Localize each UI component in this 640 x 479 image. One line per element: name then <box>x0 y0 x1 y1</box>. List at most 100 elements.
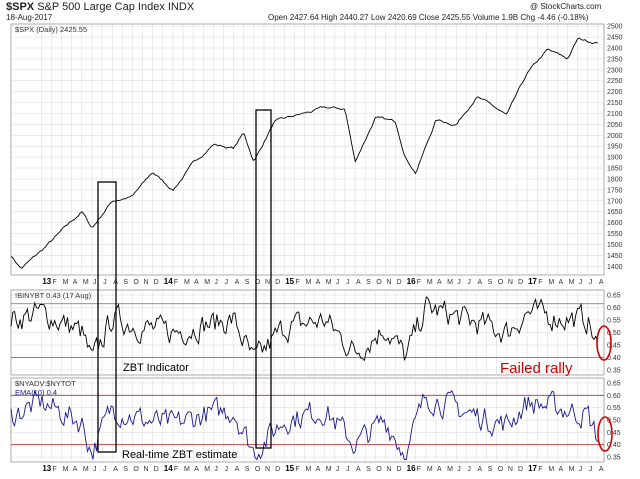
bottom-x-tick-label: J <box>589 466 593 473</box>
bottom-x-tick-label: F <box>538 466 542 473</box>
zbt-y-tick-label: 0.40 <box>607 355 621 362</box>
symbol: $SPX <box>6 1 35 13</box>
price-x-tick-label: O <box>376 279 382 286</box>
price-x-tick-label: D <box>397 279 402 286</box>
price-x-tick-label: S <box>488 279 493 286</box>
price-x-tick-label: J <box>103 279 107 286</box>
bottom-x-tick-label: D <box>154 466 159 473</box>
bottom-x-tick-label: O <box>133 466 139 473</box>
price-x-tick-label: M <box>184 279 190 286</box>
bottom-x-tick-label: O <box>498 466 504 473</box>
bottom-x-tick-label: J <box>346 466 350 473</box>
price-y-tick-label: 1400 <box>607 264 623 271</box>
price-x-tick-label: J <box>457 279 461 286</box>
zbt-legend: !BINYBT 0.43 (17 Aug) <box>15 291 92 300</box>
price-x-tick-label: O <box>255 279 261 286</box>
price-x-tick-label: D <box>154 279 159 286</box>
price-y-tick-label: 2000 <box>607 133 623 140</box>
bottom-x-tick-label: N <box>265 466 270 473</box>
price-y-tick-label: 2450 <box>607 35 623 42</box>
price-x-tick-label: D <box>518 279 523 286</box>
bottom-x-tick-label: A <box>235 466 240 473</box>
price-x-tick-label: A <box>194 279 199 286</box>
bottom-x-tick-label: A <box>73 466 78 473</box>
failed-rally-ellipse <box>597 416 613 452</box>
bottom-x-tick-label: M <box>305 466 311 473</box>
failed-rally-ellipse <box>596 325 612 361</box>
price-y-tick-label: 1550 <box>607 231 623 238</box>
ema-y-tick-label: 0.60 <box>607 393 621 400</box>
price-x-tick-label: A <box>356 279 361 286</box>
bottom-x-tick-label: D <box>275 466 280 473</box>
price-y-tick-label: 2300 <box>607 67 623 74</box>
bottom-x-tick-label: 17 <box>528 464 537 473</box>
bottom-x-tick-label: J <box>93 466 97 473</box>
price-x-tick-label: F <box>295 279 299 286</box>
price-y-tick-label: 1450 <box>607 253 623 260</box>
failed-rally-callout: Failed rally <box>500 360 573 377</box>
close-value: 2425.55 <box>441 13 471 22</box>
price-x-tick-label: A <box>316 279 321 286</box>
ema-y-tick-label: 0.55 <box>607 405 621 412</box>
volume-label: Volume <box>472 13 500 22</box>
bottom-x-tick-label: 16 <box>407 464 416 473</box>
price-y-tick-label: 1500 <box>607 242 623 249</box>
bottom-x-tick-label: M <box>569 466 575 473</box>
ema-series-label: EMA(10) 0.4 <box>15 388 57 397</box>
bottom-x-tick-label: S <box>366 466 371 473</box>
price-y-tick-label: 2500 <box>607 24 623 31</box>
bottom-x-tick-label: M <box>184 466 190 473</box>
bottom-x-tick-label: M <box>548 466 554 473</box>
ohlc-readout: Open 2427.64 High 2440.27 Low 2420.69 Cl… <box>268 13 588 22</box>
highlight-box <box>97 181 117 453</box>
bottom-x-tick-label: M <box>447 466 453 473</box>
bottom-x-tick-label: N <box>144 466 149 473</box>
price-x-tick-label: J <box>93 279 97 286</box>
index-name: S&P 500 Large Cap Index INDX <box>37 1 195 13</box>
low-value: 2420.69 <box>387 13 417 22</box>
bottom-x-tick-label: A <box>558 466 563 473</box>
bottom-x-tick-label: O <box>376 466 382 473</box>
open-label: Open <box>268 13 288 22</box>
price-x-tick-label: F <box>538 279 542 286</box>
price-legend: $SPX (Daily) 2425.55 <box>15 25 87 34</box>
price-x-tick-label: S <box>123 279 128 286</box>
ema-legend: $NYADV:$NYTOT <box>15 379 76 388</box>
highlight-box <box>255 109 272 449</box>
price-x-tick-label: M <box>427 279 433 286</box>
price-y-tick-label: 2400 <box>607 46 623 53</box>
ema-y-tick-label: 0.40 <box>607 442 621 449</box>
bottom-x-tick-label: F <box>295 466 299 473</box>
bottom-x-tick-label: 15 <box>285 464 294 473</box>
date: 18-Aug-2017 <box>6 13 53 22</box>
bottom-x-tick-label: S <box>123 466 128 473</box>
price-y-tick-label: 1800 <box>607 176 623 183</box>
zbt-y-tick-label: 0.55 <box>607 318 621 325</box>
price-x-tick-label: D <box>275 279 280 286</box>
price-x-tick-label: M <box>548 279 554 286</box>
volume-value: 1.9B <box>501 13 519 22</box>
price-y-tick-label: 1850 <box>607 166 623 173</box>
bottom-x-tick-label: O <box>255 466 261 473</box>
bottom-x-tick-label: J <box>579 466 583 473</box>
price-x-tick-label: F <box>52 279 56 286</box>
price-x-tick-label: J <box>467 279 471 286</box>
high-value: 2440.27 <box>339 13 369 22</box>
bottom-x-tick-label: S <box>245 466 250 473</box>
price-x-tick-label: F <box>174 279 178 286</box>
price-y-tick-label: 2100 <box>607 111 623 118</box>
chart-symbol-line: $SPX S&P 500 Large Cap Index INDX <box>6 1 194 13</box>
price-x-tick-label: J <box>225 279 229 286</box>
price-x-tick-label: 14 <box>164 277 173 286</box>
bottom-x-tick-label: A <box>113 466 118 473</box>
bottom-x-tick-label: M <box>63 466 69 473</box>
price-x-tick-label: M <box>204 279 210 286</box>
ema-y-tick-label: 0.35 <box>607 455 621 462</box>
price-x-tick-label: S <box>245 279 250 286</box>
price-x-tick-label: A <box>73 279 78 286</box>
bottom-x-tick-label: J <box>336 466 340 473</box>
price-x-tick-label: 15 <box>285 277 294 286</box>
price-x-tick-label: A <box>437 279 442 286</box>
bottom-x-tick-label: M <box>326 466 332 473</box>
price-series-line <box>10 37 598 269</box>
